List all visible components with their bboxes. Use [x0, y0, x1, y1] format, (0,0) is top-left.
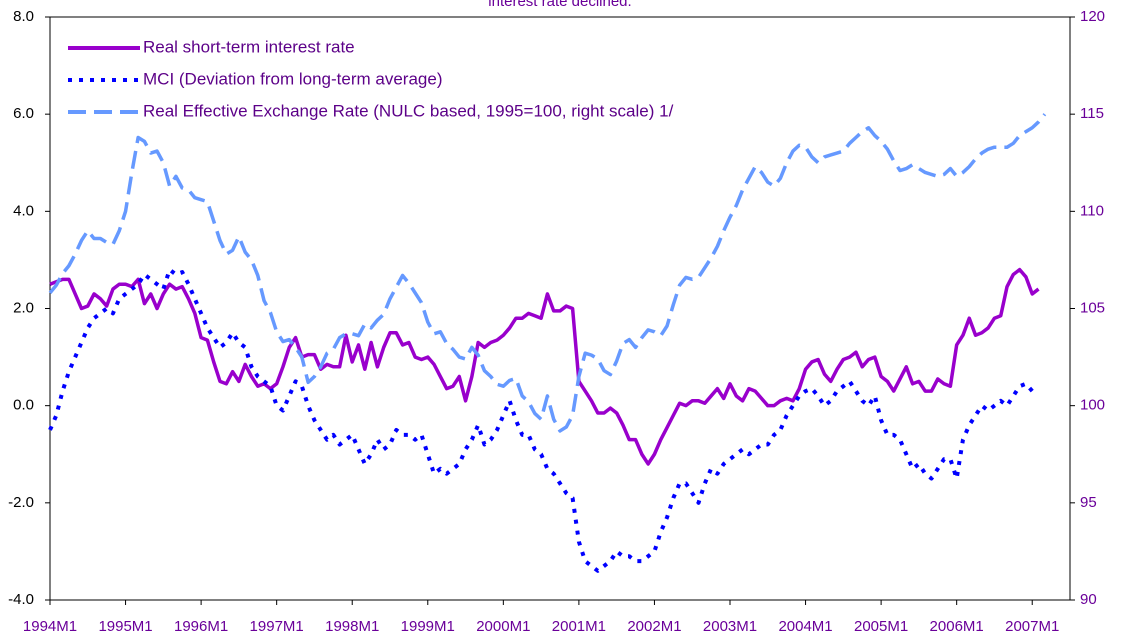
- x-tick-label: 1996M1: [174, 618, 228, 635]
- x-tick-label: 1994M1: [23, 618, 77, 635]
- legend-label: Real Effective Exchange Rate (NULC based…: [143, 101, 674, 120]
- legend-label: MCI (Deviation from long-term average): [143, 69, 442, 88]
- x-tick-label: 2003M1: [703, 618, 757, 635]
- y2-tick-label: 90: [1080, 591, 1097, 608]
- x-tick-label: 2001M1: [552, 618, 606, 635]
- y-tick-label: -4.0: [8, 591, 34, 608]
- y-tick-label: 6.0: [13, 105, 34, 122]
- x-tick-label: 1998M1: [325, 618, 379, 635]
- x-tick-label: 1995M1: [98, 618, 152, 635]
- x-tick-label: 2002M1: [627, 618, 681, 635]
- y-tick-label: 4.0: [13, 202, 34, 219]
- y-tick-label: 0.0: [13, 397, 34, 414]
- x-tick-label: 2004M1: [778, 618, 832, 635]
- y-tick-label: 8.0: [13, 8, 34, 25]
- x-tick-label: 2000M1: [476, 618, 530, 635]
- x-tick-label: 2005M1: [854, 618, 908, 635]
- x-tick-label: 1997M1: [250, 618, 304, 635]
- chart-title: interest rate declined.: [488, 0, 631, 10]
- x-tick-label: 2007M1: [1005, 618, 1059, 635]
- series-line: [48, 113, 1047, 433]
- x-tick-label: 2006M1: [930, 618, 984, 635]
- series-line: [48, 267, 1034, 573]
- y2-tick-label: 100: [1080, 397, 1105, 414]
- y2-tick-label: 120: [1080, 8, 1105, 25]
- y2-tick-label: 105: [1080, 299, 1105, 316]
- x-tick-label: 1999M1: [401, 618, 455, 635]
- y-tick-label: 2.0: [13, 299, 34, 316]
- series-line: [49, 267, 1040, 466]
- y2-tick-label: 115: [1080, 105, 1104, 122]
- y-tick-label: -2.0: [8, 494, 34, 511]
- legend-label: Real short-term interest rate: [143, 37, 355, 56]
- y2-tick-label: 110: [1080, 202, 1104, 219]
- y2-tick-label: 95: [1080, 494, 1097, 511]
